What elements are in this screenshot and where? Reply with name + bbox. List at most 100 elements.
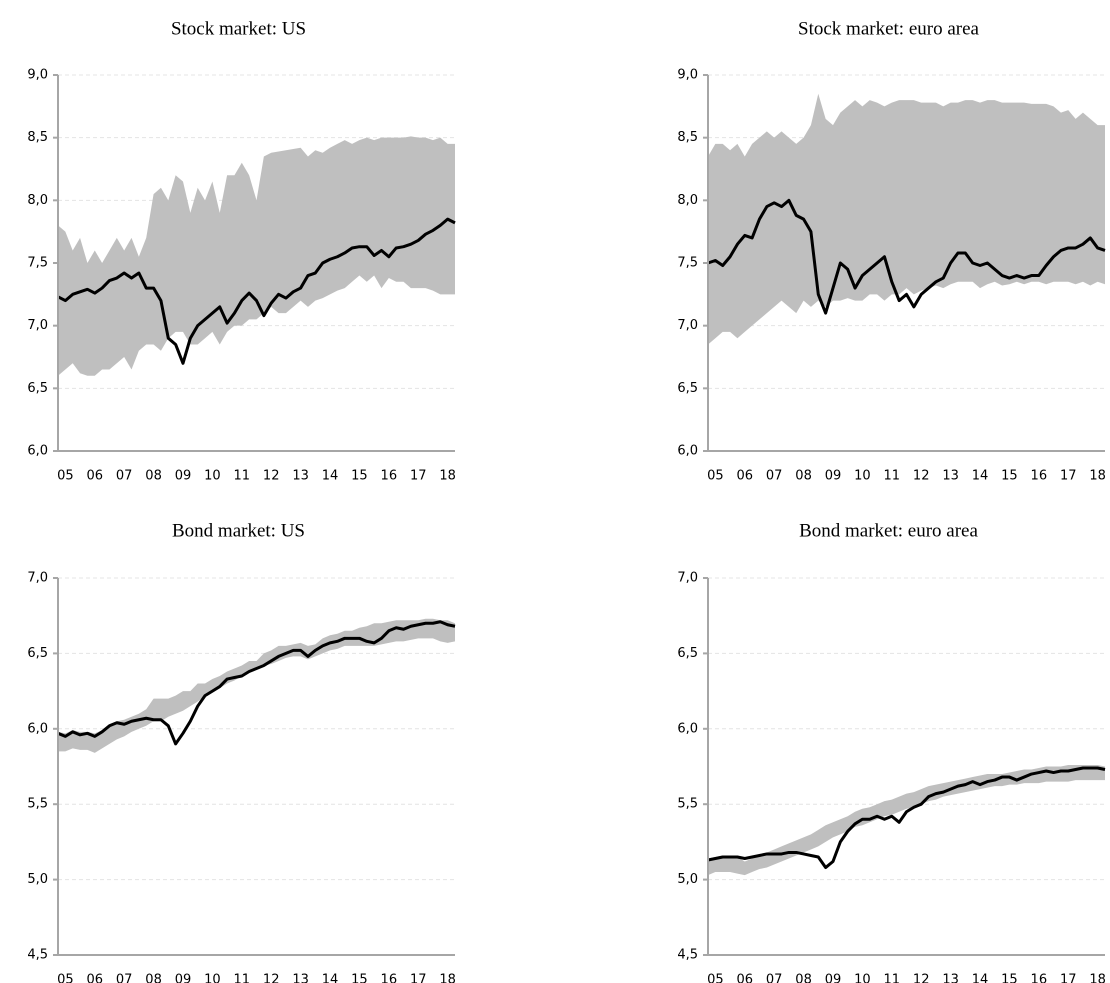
x-tick-label: 12	[263, 469, 280, 484]
x-tick-label: 14	[972, 973, 989, 983]
y-tick-label: 7,0	[27, 571, 48, 586]
x-tick-label: 07	[116, 973, 133, 983]
x-tick-label: 17	[410, 973, 427, 983]
y-tick-label: 8,0	[677, 193, 698, 208]
x-tick-label: 18	[1089, 469, 1106, 484]
x-tick-label: 06	[86, 469, 103, 484]
x-tick-label: 15	[351, 469, 368, 484]
x-tick-label: 11	[234, 973, 251, 983]
x-tick-label: 07	[766, 469, 783, 484]
x-tick-label: 08	[795, 973, 812, 983]
y-tick-label: 7,5	[677, 256, 698, 271]
range-band	[58, 136, 455, 376]
y-tick-label: 9,0	[677, 68, 698, 83]
x-tick-label: 09	[825, 973, 842, 983]
line	[57, 217, 456, 365]
y-tick-label: 6,5	[27, 646, 48, 661]
x-tick-label: 08	[145, 973, 162, 983]
x-tick-label: 13	[292, 973, 309, 983]
x-tick-label: 11	[884, 973, 901, 983]
x-tick-label: 13	[942, 469, 959, 484]
range-band	[708, 93, 1105, 345]
x-tick-label: 08	[795, 469, 812, 484]
y-tick-label: 6,0	[677, 721, 698, 736]
x-tick-label: 18	[439, 973, 456, 983]
x-tick-label: 15	[1001, 973, 1018, 983]
y-tick-label: 5,0	[27, 872, 48, 887]
y-tick-label: 6,0	[677, 444, 698, 459]
x-tick-label: 16	[1031, 469, 1048, 484]
panel: Stock market: US 6,0 6,5 7,0 7,5 8,0 8,5 9,0 05 0…	[27, 18, 456, 483]
x-tick-label: 12	[263, 973, 280, 983]
x-tick-label: 08	[145, 469, 162, 484]
panel: Bond market: US 4,5 5,0 5,5 6,0 6,5 7,0 05 06 07 0…	[27, 520, 456, 983]
x-tick-label: 05	[707, 973, 724, 983]
y-tick-label: 5,0	[677, 872, 698, 887]
y-tick-label: 6,5	[27, 381, 48, 396]
x-tick-label: 07	[766, 973, 783, 983]
x-tick-label: 10	[854, 469, 871, 484]
x-tick-label: 06	[736, 469, 753, 484]
y-tick-label: 6,0	[27, 444, 48, 459]
y-tick-label: 4,5	[677, 948, 698, 963]
x-tick-label: 13	[292, 469, 309, 484]
x-tick-label: 11	[884, 469, 901, 484]
panel: Bond market: euro area 4,5 5,0 5,5 6,0 6,5 7,0…	[677, 520, 1106, 983]
x-tick-label: 17	[1060, 973, 1077, 983]
range-band	[58, 618, 455, 753]
x-tick-label: 06	[86, 973, 103, 983]
x-tick-label: 12	[913, 469, 930, 484]
x-tick-label: 05	[57, 469, 74, 484]
x-tick-label: 17	[1060, 469, 1077, 484]
x-tick-label: 15	[351, 973, 368, 983]
x-tick-label: 16	[1031, 973, 1048, 983]
x-tick-label: 14	[972, 469, 989, 484]
x-tick-label: 16	[381, 973, 398, 983]
y-tick-label: 8,0	[27, 193, 48, 208]
x-tick-label: 17	[410, 469, 427, 484]
line	[57, 620, 456, 746]
y-tick-label: 6,5	[677, 646, 698, 661]
y-tick-label: 7,0	[677, 318, 698, 333]
x-tick-label: 13	[942, 973, 959, 983]
chart-title: Stock market: euro area	[798, 18, 980, 39]
y-tick-label: 7,0	[27, 318, 48, 333]
x-tick-label: 05	[57, 973, 74, 983]
x-tick-label: 10	[204, 973, 221, 983]
y-tick-label: 6,0	[27, 721, 48, 736]
x-tick-label: 05	[707, 469, 724, 484]
y-tick-label: 8,5	[677, 130, 698, 145]
x-tick-label: 15	[1001, 469, 1018, 484]
line	[707, 766, 1106, 870]
y-tick-label: 4,5	[27, 948, 48, 963]
x-tick-label: 09	[825, 469, 842, 484]
x-tick-label: 18	[439, 469, 456, 484]
y-tick-label: 6,5	[677, 381, 698, 396]
x-tick-label: 09	[175, 469, 192, 484]
panel: Stock market: euro area 6,0 6,5 7,0 7,5 8,0 8,…	[677, 18, 1106, 483]
x-tick-label: 11	[234, 469, 251, 484]
x-tick-label: 16	[381, 469, 398, 484]
x-tick-label: 10	[854, 973, 871, 983]
x-tick-label: 14	[322, 973, 339, 983]
x-tick-label: 10	[204, 469, 221, 484]
chart-title: Bond market: euro area	[799, 520, 978, 541]
y-tick-label: 5,5	[677, 797, 698, 812]
x-tick-label: 12	[913, 973, 930, 983]
y-tick-label: 8,5	[27, 130, 48, 145]
chart-title: Stock market: US	[171, 18, 306, 39]
chart-title: Bond market: US	[172, 520, 305, 541]
range-band	[708, 764, 1105, 876]
x-tick-label: 14	[322, 469, 339, 484]
y-tick-label: 9,0	[27, 68, 48, 83]
y-tick-label: 5,5	[27, 797, 48, 812]
x-tick-label: 09	[175, 973, 192, 983]
y-tick-label: 7,5	[27, 256, 48, 271]
y-tick-label: 7,0	[677, 571, 698, 586]
line	[707, 198, 1106, 315]
x-tick-label: 18	[1089, 973, 1106, 983]
x-tick-label: 07	[116, 469, 133, 484]
x-tick-label: 06	[736, 973, 753, 983]
